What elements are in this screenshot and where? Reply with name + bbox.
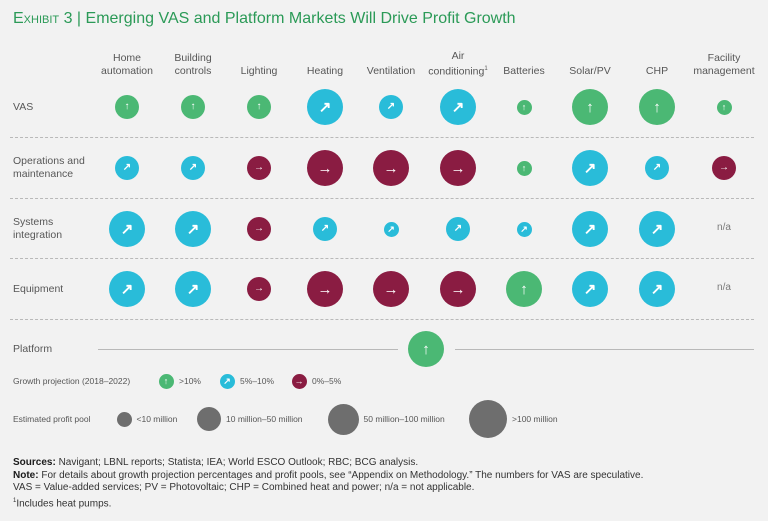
row-label-operations-and-maintenance: Operations and maintenance: [13, 155, 85, 180]
bubble-operations-and-maintenance-chp: ↗: [645, 156, 669, 180]
bubble-equipment-ventilation: →: [373, 271, 409, 307]
bubble-platform: ↑: [408, 331, 444, 367]
legend-pool-circle: [327, 403, 359, 435]
bubble-equipment-building-controls: ↗: [175, 271, 211, 307]
bubble-systems-integration-lighting: →: [247, 217, 271, 241]
legend-growth-upright-icon: ↗: [219, 373, 235, 389]
bubble-systems-integration-building-controls: ↗: [175, 211, 211, 247]
column-header-heating: Heating: [285, 50, 365, 78]
row-label-platform: Platform: [13, 343, 53, 355]
bubble-operations-and-maintenance-lighting: →: [247, 156, 271, 180]
exhibit-number: Exhibit 3: [13, 10, 73, 27]
column-header-ventilation: Ventilation: [351, 50, 431, 78]
column-header-solar-pv: Solar/PV: [550, 50, 630, 78]
column-header-text: Home automation: [101, 52, 153, 77]
column-header-lighting: Lighting: [219, 50, 299, 78]
legend-growth-label: >10%: [179, 376, 201, 386]
column-header-building-controls: Building controls: [153, 50, 233, 78]
legend-pool-circle: [469, 400, 507, 438]
bubble-vas-heating: ↗: [307, 89, 343, 125]
bubble-operations-and-maintenance-facility-management: →: [712, 156, 736, 180]
row-label-equipment: Equipment: [13, 283, 64, 295]
legend-pool-circle: [197, 407, 221, 431]
column-header-text: Lighting: [240, 65, 278, 77]
row-separator: [10, 137, 754, 138]
row-separator: [10, 319, 754, 320]
na-label: n/a: [717, 282, 731, 293]
row-separator: [10, 198, 754, 199]
legend-growth-label: 5%–10%: [240, 376, 275, 386]
bubble-vas-ventilation: ↗: [379, 95, 403, 119]
column-header-text: Air conditioning1: [428, 49, 488, 78]
bubble-operations-and-maintenance-air-conditioning: →: [440, 150, 476, 186]
column-header-text: Batteries: [503, 65, 545, 77]
legend-pool-label: <10 million: [136, 414, 178, 424]
title-text: Emerging VAS and Platform Markets Will D…: [85, 10, 516, 27]
legend-pool-label: 50 million–100 million: [363, 414, 445, 424]
column-header-text: Facility management: [693, 52, 755, 77]
note-line: Note: For details about growth projectio…: [13, 469, 644, 481]
bubble-equipment-lighting: →: [247, 277, 271, 301]
bubble-systems-integration-batteries: ↗: [516, 221, 532, 237]
row-separator: [10, 258, 754, 259]
footnote-line: 1Includes heat pumps.: [13, 497, 112, 509]
bubble-operations-and-maintenance-home-automation: ↗: [115, 156, 139, 180]
column-header-text: Building controls: [174, 52, 212, 77]
column-header-air-conditioning: Air conditioning1: [418, 50, 498, 78]
legend-pool-label: 10 million–50 million: [226, 414, 303, 424]
bubble-systems-integration-heating: ↗: [313, 217, 337, 241]
notes-block: Sources: Navigant; LBNL reports; Statist…: [13, 457, 753, 510]
bubble-equipment-solar-pv: ↗: [572, 271, 608, 307]
platform-line-left: [98, 349, 398, 350]
column-header-text: Ventilation: [366, 65, 416, 77]
bubble-vas-facility-management: ↑: [716, 99, 732, 115]
bubble-equipment-heating: →: [307, 271, 343, 307]
bubble-systems-integration-ventilation: ↗: [383, 221, 399, 237]
column-header-text: Heating: [306, 65, 344, 77]
bubble-systems-integration-chp: ↗: [639, 211, 675, 247]
legend-pool-title: Estimated profit pool: [13, 414, 91, 424]
legend-growth-right-icon: →: [291, 373, 307, 389]
na-label: n/a: [717, 222, 731, 233]
bubble-operations-and-maintenance-batteries: ↑: [516, 160, 532, 176]
bubble-vas-lighting: ↑: [247, 95, 271, 119]
column-header-text: Solar/PV: [569, 65, 611, 77]
legend-growth-up-icon: ↑: [158, 373, 174, 389]
bubble-vas-chp: ↑: [639, 89, 675, 125]
bubble-vas-air-conditioning: ↗: [440, 89, 476, 125]
footnote-marker: 1: [484, 65, 488, 72]
bubble-vas-building-controls: ↑: [181, 95, 205, 119]
abbreviations-line: VAS = Value-added services; PV = Photovo…: [13, 482, 475, 493]
exhibit-title: Exhibit 3 | Emerging VAS and Platform Ma…: [13, 10, 516, 28]
column-header-facility-management: Facility management: [684, 50, 764, 78]
column-header-text: CHP: [645, 65, 669, 77]
bubble-vas-home-automation: ↑: [115, 95, 139, 119]
bubble-systems-integration-solar-pv: ↗: [572, 211, 608, 247]
bubble-vas-solar-pv: ↑: [572, 89, 608, 125]
bubble-vas-batteries: ↑: [516, 99, 532, 115]
column-header-chp: CHP: [617, 50, 697, 78]
title-separator: |: [76, 10, 82, 27]
column-header-home-automation: Home automation: [87, 50, 167, 78]
bubble-operations-and-maintenance-solar-pv: ↗: [572, 150, 608, 186]
legend-growth-label: 0%–5%: [312, 376, 342, 386]
row-label-systems-integration: Systems integration: [13, 216, 63, 241]
bubble-equipment-home-automation: ↗: [109, 271, 145, 307]
legend-pool-label: >100 million: [512, 414, 558, 424]
bubble-operations-and-maintenance-heating: →: [307, 150, 343, 186]
bubble-equipment-batteries: ↑: [506, 271, 542, 307]
bubble-equipment-chp: ↗: [639, 271, 675, 307]
platform-line-right: [455, 349, 754, 350]
bubble-operations-and-maintenance-ventilation: →: [373, 150, 409, 186]
bubble-systems-integration-air-conditioning: ↗: [446, 217, 470, 241]
legend-growth-title: Growth projection (2018–2022): [13, 376, 131, 386]
column-header-batteries: Batteries: [484, 50, 564, 78]
bubble-equipment-air-conditioning: →: [440, 271, 476, 307]
sources-line: Sources: Navigant; LBNL reports; Statist…: [13, 457, 419, 468]
row-label-vas: VAS: [13, 101, 34, 113]
bubble-systems-integration-home-automation: ↗: [109, 211, 145, 247]
legend-pool-circle: [116, 411, 132, 427]
bubble-operations-and-maintenance-building-controls: ↗: [181, 156, 205, 180]
